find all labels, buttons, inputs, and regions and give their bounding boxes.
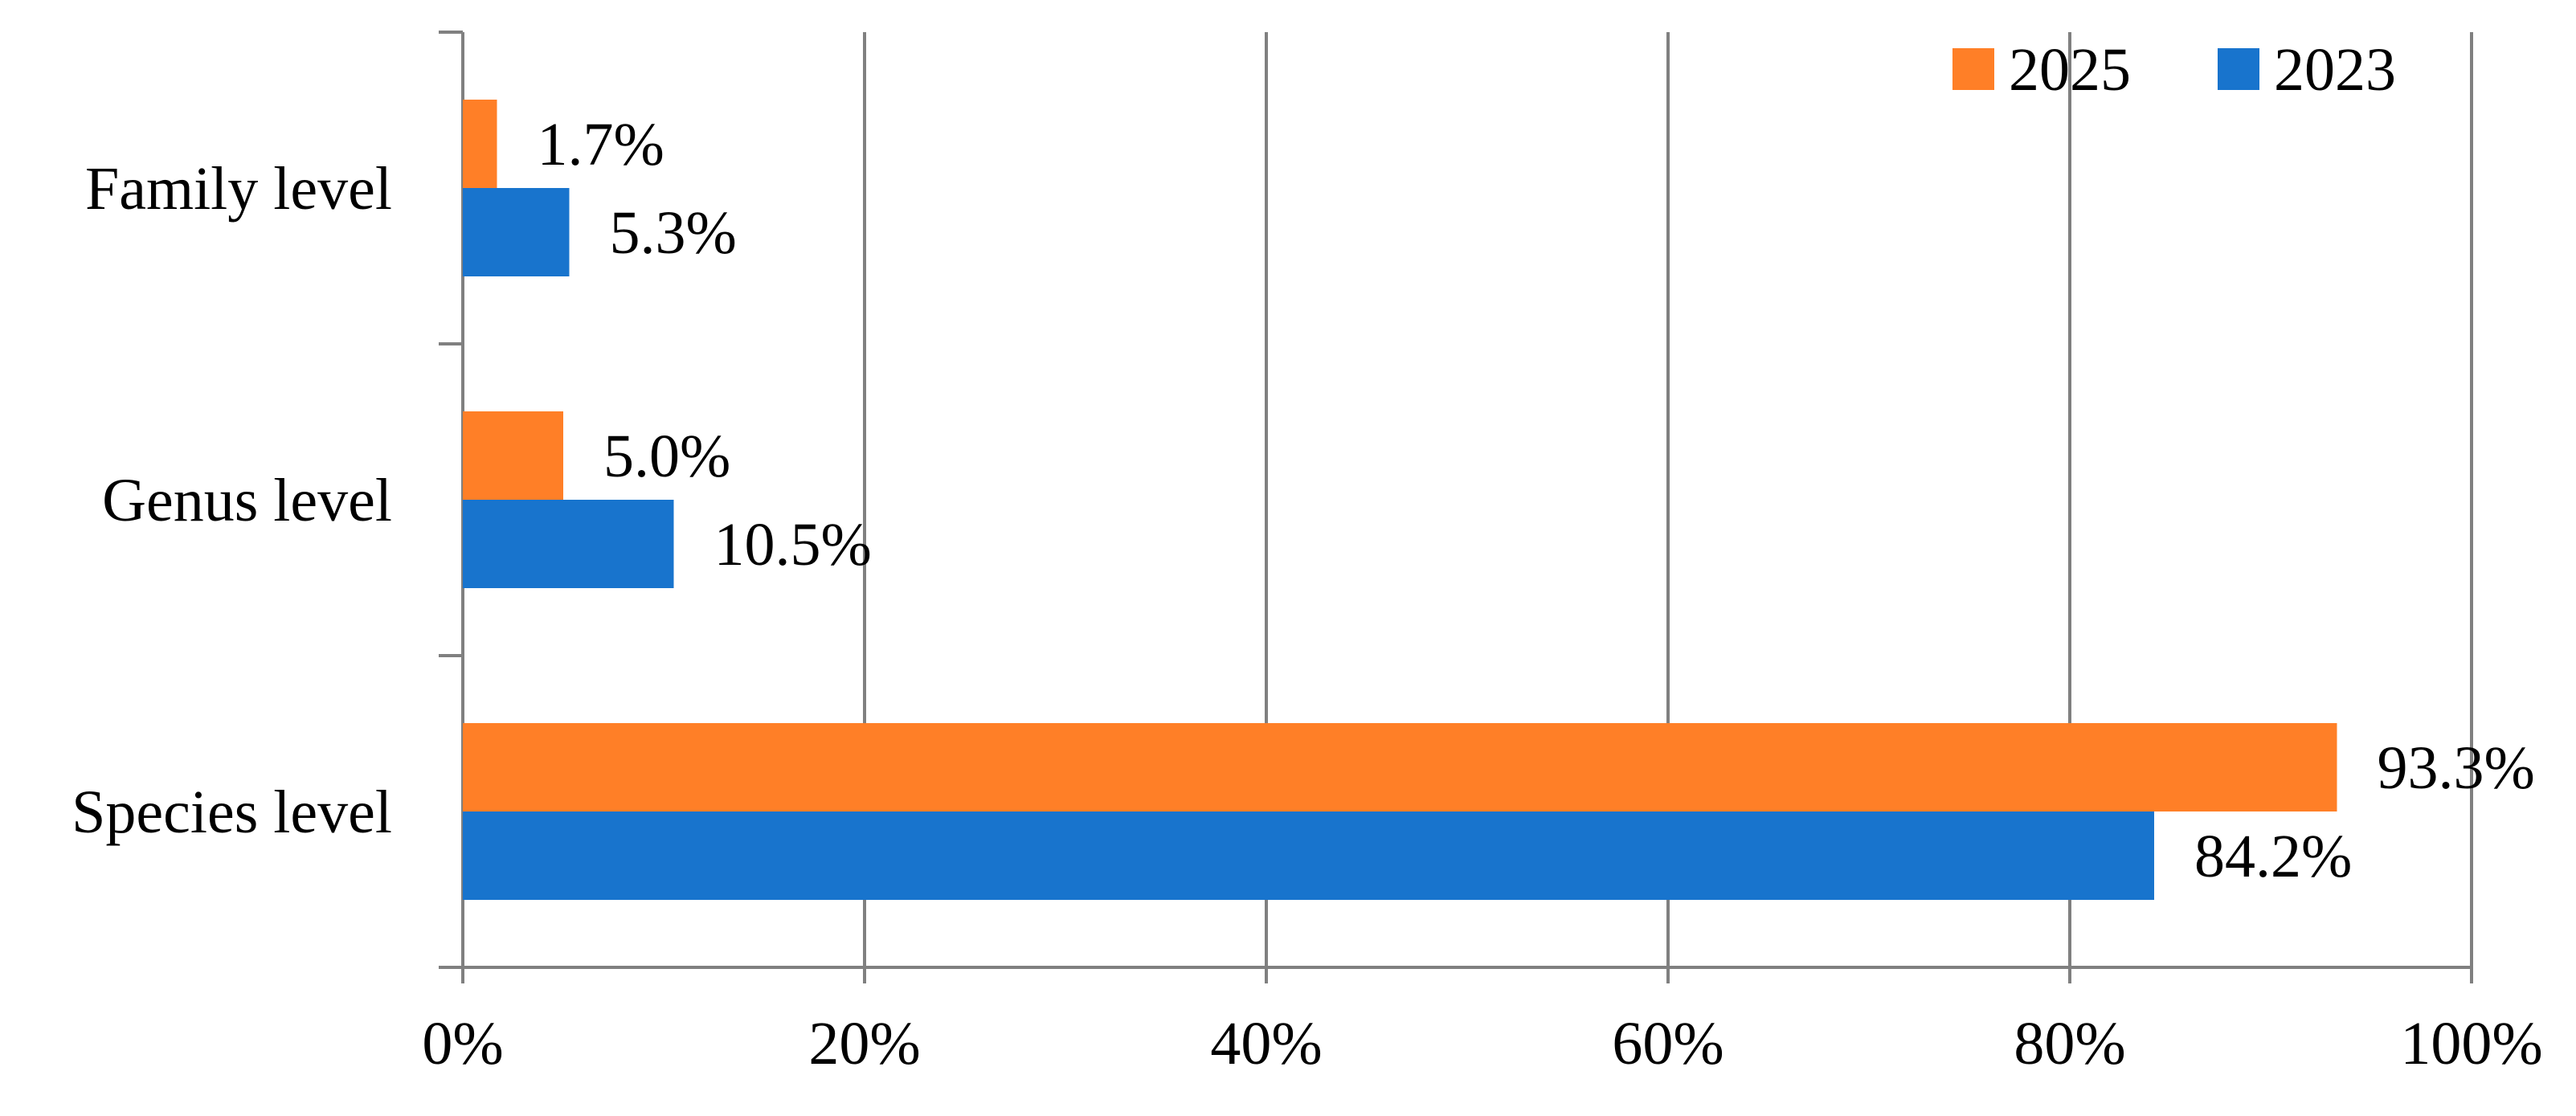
data-label: 93.3% xyxy=(2378,734,2535,802)
x-tick-label: 100% xyxy=(2400,1010,2542,1077)
y-tick-label: Genus level xyxy=(102,467,392,534)
bar-2025-1 xyxy=(463,411,563,500)
x-tick-label: 20% xyxy=(808,1010,920,1077)
x-tick-label: 60% xyxy=(1612,1010,1723,1077)
data-label: 5.0% xyxy=(603,423,730,490)
bar-2023-2 xyxy=(463,188,570,276)
legend-swatch-2023 xyxy=(2218,48,2259,90)
legend: 2025 2023 xyxy=(1952,36,2396,104)
legend-swatch-2025 xyxy=(1952,48,1994,90)
x-tick-label: 40% xyxy=(1210,1010,1322,1077)
bar-2025-2 xyxy=(463,100,497,188)
axis-layer: 0% 20% 40% 60% 80% 100% Species level Genus lev… xyxy=(72,31,2543,1077)
x-tick-label: 80% xyxy=(2014,1010,2125,1077)
x-tick-label: 0% xyxy=(422,1010,503,1077)
legend-label: 2023 xyxy=(2274,36,2396,104)
bar-2025-0 xyxy=(463,723,2337,811)
y-tick-label: Species level xyxy=(72,779,392,846)
bar-2023-1 xyxy=(463,500,674,588)
data-label: 10.5% xyxy=(714,511,872,578)
data-label: 5.3% xyxy=(610,199,737,267)
bar-layer xyxy=(463,100,2337,900)
data-label-layer: 93.3% 5.0% 1.7% 84.2% 10.5% 5.3% xyxy=(538,111,2535,890)
y-tick-label: Family level xyxy=(85,155,392,223)
data-label: 84.2% xyxy=(2194,823,2352,890)
data-label: 1.7% xyxy=(538,111,664,178)
legend-label: 2025 xyxy=(2009,36,2131,104)
bar-2023-0 xyxy=(463,811,2154,900)
